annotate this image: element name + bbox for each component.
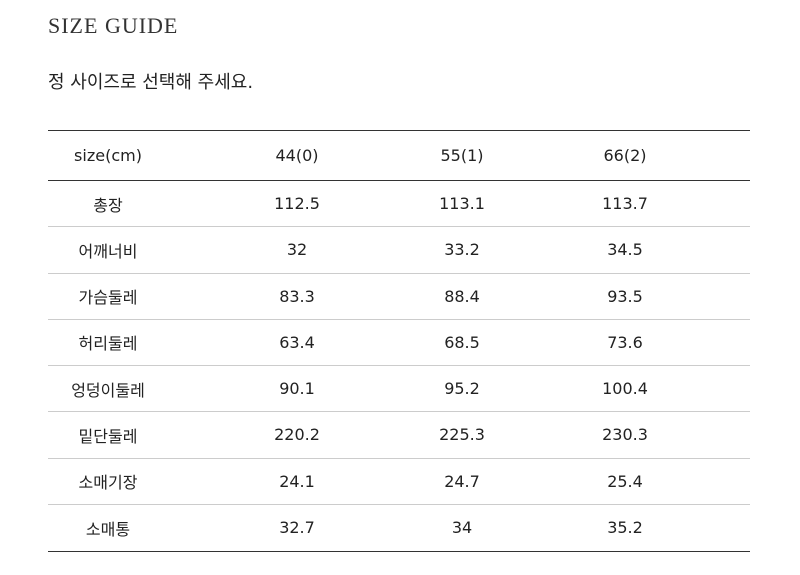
table-cell: 93.5 [607, 286, 643, 306]
size-table: size(cm) 44(0) 55(1) 66(2) 총장 112.5 113.1 113.7… [48, 130, 750, 552]
table-cell: 35.2 [607, 518, 643, 538]
table-cell: 24.1 [279, 471, 315, 491]
table-cell: 25.4 [607, 471, 643, 491]
table-cell: 220.2 [274, 425, 320, 445]
table-cell: 소매통 [85, 519, 131, 539]
table-cell: 113.7 [602, 194, 648, 214]
table-cell: 63.4 [279, 332, 315, 352]
table-row: 허리둘레 63.4 68.5 73.6 [48, 320, 750, 366]
table-row: 어깨너비 32 33.2 34.5 [48, 227, 750, 274]
table-cell: 83.3 [279, 286, 315, 306]
table-cell: 허리둘레 [78, 334, 138, 354]
table-cell: 44(0) [275, 146, 319, 165]
table-cell: 32 [286, 240, 308, 260]
table-cell: 총장 [93, 195, 123, 215]
table-cell: 밑단둘레 [78, 426, 138, 446]
subtitle: 정 사이즈로 선택해 주세요. [48, 72, 254, 93]
table-cell: 24.7 [444, 471, 480, 491]
table-row: 소매통 32.7 34 35.2 [48, 505, 750, 551]
table-cell: 33.2 [444, 240, 480, 260]
table-cell: 가슴둘레 [78, 288, 138, 308]
table-cell: 95.2 [444, 379, 480, 399]
table-cell: 113.1 [439, 194, 485, 214]
table-cell: 66(2) [603, 146, 647, 165]
table-row: 소매기장 24.1 24.7 25.4 [48, 459, 750, 505]
table-cell: 73.6 [607, 332, 643, 352]
table-row: 엉덩이둘레 90.1 95.2 100.4 [48, 366, 750, 413]
table-cell: 엉덩이둘레 [71, 380, 145, 400]
table-cell: 90.1 [279, 379, 315, 399]
table-cell: 68.5 [444, 332, 480, 352]
table-cell: 55(1) [440, 146, 484, 165]
table-cell: 88.4 [444, 286, 480, 306]
table-cell: size(cm) [74, 146, 142, 165]
table-cell: 34 [451, 518, 473, 538]
table-cell: 32.7 [279, 518, 315, 538]
table-row: 밑단둘레 220.2 225.3 230.3 [48, 412, 750, 459]
table-cell: 소매기장 [78, 473, 138, 493]
table-row: 가슴둘레 83.3 88.4 93.5 [48, 274, 750, 320]
table-cell: 112.5 [274, 194, 320, 214]
table-row: 총장 112.5 113.1 113.7 [48, 181, 750, 228]
table-cell: 100.4 [602, 379, 648, 399]
table-cell: 225.3 [439, 425, 485, 445]
header-row: size(cm) 44(0) 55(1) 66(2) [48, 131, 750, 181]
table-cell: 어깨너비 [78, 241, 138, 261]
table-cell: 34.5 [607, 240, 643, 260]
table-cell: 230.3 [602, 425, 648, 445]
title: SIZE GUIDE [48, 13, 179, 38]
